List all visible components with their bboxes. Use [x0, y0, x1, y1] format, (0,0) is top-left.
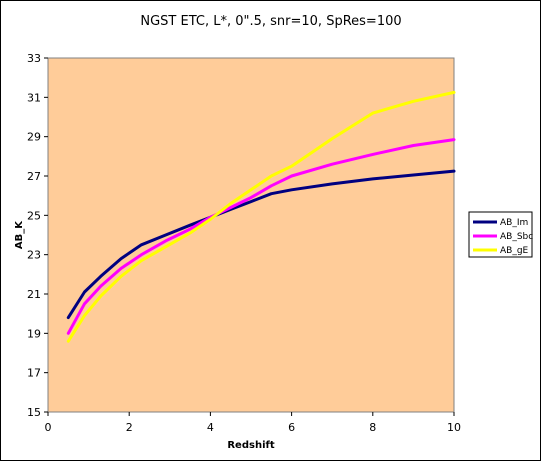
x-axis-label: Redshift: [227, 440, 274, 451]
y-tick-label: 29: [27, 131, 41, 144]
plot-area: [47, 57, 455, 413]
x-tick-label: 10: [447, 421, 461, 434]
y-tick-label: 19: [27, 327, 41, 340]
series-line: [66, 90, 456, 343]
legend-label: AB_gE: [500, 246, 529, 256]
y-tick-label: 27: [27, 170, 41, 183]
y-tick-label: 21: [27, 288, 41, 301]
y-tick-label: 25: [27, 209, 41, 222]
y-tick-label: 23: [27, 249, 41, 262]
x-tick-label: 4: [207, 421, 214, 434]
y-axis-label: AB_K: [14, 220, 25, 249]
x-tick-label: 6: [288, 421, 295, 434]
legend-label: AB_Im: [500, 218, 528, 228]
y-tick-label: 31: [27, 91, 41, 104]
legend-label: AB_Sbc: [500, 232, 533, 242]
x-tick-label: 2: [126, 421, 133, 434]
x-axis: 0 2 4 6 8 10: [45, 412, 461, 434]
legend: AB_Im AB_Sbc AB_gE: [468, 211, 533, 258]
y-tick-label: 15: [27, 406, 41, 419]
x-tick-label: 8: [369, 421, 376, 434]
y-tick-label: 17: [27, 367, 41, 380]
x-tick-label: 0: [45, 421, 52, 434]
y-axis: 15 17 19 21 23 25 27 29 31 33: [27, 52, 48, 419]
y-tick-label: 33: [27, 52, 41, 65]
series-group: [66, 90, 456, 343]
chart-title: NGST ETC, L*, 0".5, snr=10, SpRes=100: [140, 14, 401, 29]
